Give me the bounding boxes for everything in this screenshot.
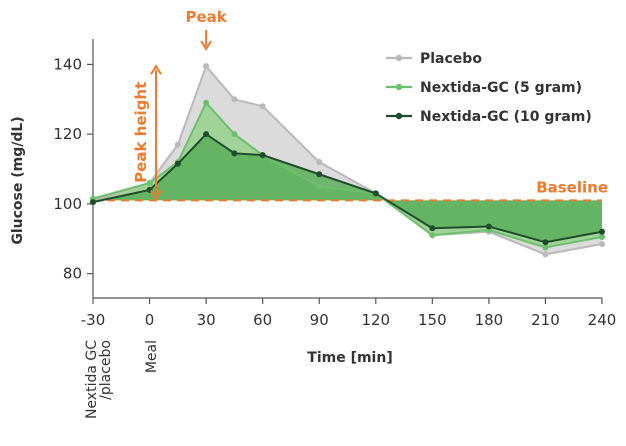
- series-2-point: [542, 239, 549, 246]
- series-2-point: [316, 171, 323, 178]
- legend-label-0: Placebo: [420, 51, 482, 67]
- y-tick-label: 120: [53, 125, 82, 143]
- peak-height-arrow-head-top: [150, 64, 162, 75]
- lines-layer: [90, 63, 605, 258]
- series-1-point: [203, 99, 210, 106]
- fills-layer: [93, 66, 602, 255]
- y-tick-label: 80: [63, 265, 82, 283]
- x-tick-label: 0: [145, 311, 155, 329]
- peak-height-label: Peak height: [132, 82, 150, 183]
- y-tick-label: 140: [53, 55, 82, 73]
- peak-height-arrow-head-bottom: [150, 189, 162, 201]
- baseline-label: Baseline: [536, 178, 608, 196]
- series-0-point: [599, 240, 605, 247]
- x-tick-label: -30: [81, 311, 106, 329]
- x-tick-label: 180: [475, 311, 504, 329]
- x-tick-label: 120: [361, 311, 390, 329]
- x-tick-label: 30: [197, 311, 216, 329]
- series-0-point: [231, 96, 238, 103]
- area-fill-2: [93, 134, 602, 243]
- series-0-point: [174, 141, 181, 148]
- event-meal-label: Meal: [144, 340, 160, 373]
- series-1-point: [429, 232, 436, 239]
- y-axis-title: Glucose (mg/dL): [10, 116, 26, 244]
- series-1-point: [231, 131, 238, 138]
- legend-marker-1: [395, 83, 403, 91]
- series-0-point: [203, 63, 210, 70]
- series-0-point: [542, 251, 549, 258]
- series-2-point: [90, 199, 96, 206]
- x-tick-label: 240: [588, 311, 617, 329]
- series-0-point: [259, 103, 266, 110]
- legend-label-1: Nextida-GC (5 gram): [420, 80, 582, 96]
- series-1-point: [599, 233, 605, 240]
- x-tick-label: 60: [253, 311, 272, 329]
- series-2-point: [174, 160, 181, 167]
- series-1-point: [542, 244, 549, 251]
- series-2-point: [429, 225, 436, 232]
- series-1-point: [146, 179, 153, 186]
- x-tick-label: 150: [418, 311, 447, 329]
- legend-label-2: Nextida-GC (10 gram): [420, 109, 592, 125]
- annotations-layer: Peak Baseline Peak height Nextida GC /pl…: [10, 8, 608, 419]
- legend: Placebo Nextida-GC (5 gram) Nextida-GC (10…: [386, 51, 592, 125]
- series-line-1: [92, 101, 603, 249]
- series-2-point: [372, 190, 379, 197]
- series-2-point: [599, 228, 605, 235]
- series-2-point: [485, 223, 492, 230]
- y-tick-label: 100: [53, 195, 82, 213]
- legend-marker-2: [395, 112, 403, 120]
- series-2-point: [231, 150, 238, 157]
- axes-layer: 80 100 120 140 -30 0 30 60 90 120 150 180 210 240: [53, 39, 616, 329]
- series-2-point: [203, 131, 210, 138]
- event-treatment-label: Nextida GC: [84, 340, 100, 419]
- event-treatment-label-2: /placebo: [98, 340, 114, 400]
- series-line-2: [92, 133, 603, 244]
- series-2-point: [259, 152, 266, 159]
- peak-label: Peak: [185, 8, 227, 26]
- series-line-0: [92, 65, 603, 256]
- x-tick-label: 210: [531, 311, 560, 329]
- peak-arrow-head: [200, 40, 212, 51]
- legend-marker-0: [395, 54, 403, 62]
- series-0-point: [316, 159, 323, 166]
- x-tick-label: 90: [310, 311, 329, 329]
- x-axis-title: Time [min]: [307, 350, 392, 366]
- series-1-point: [316, 183, 323, 190]
